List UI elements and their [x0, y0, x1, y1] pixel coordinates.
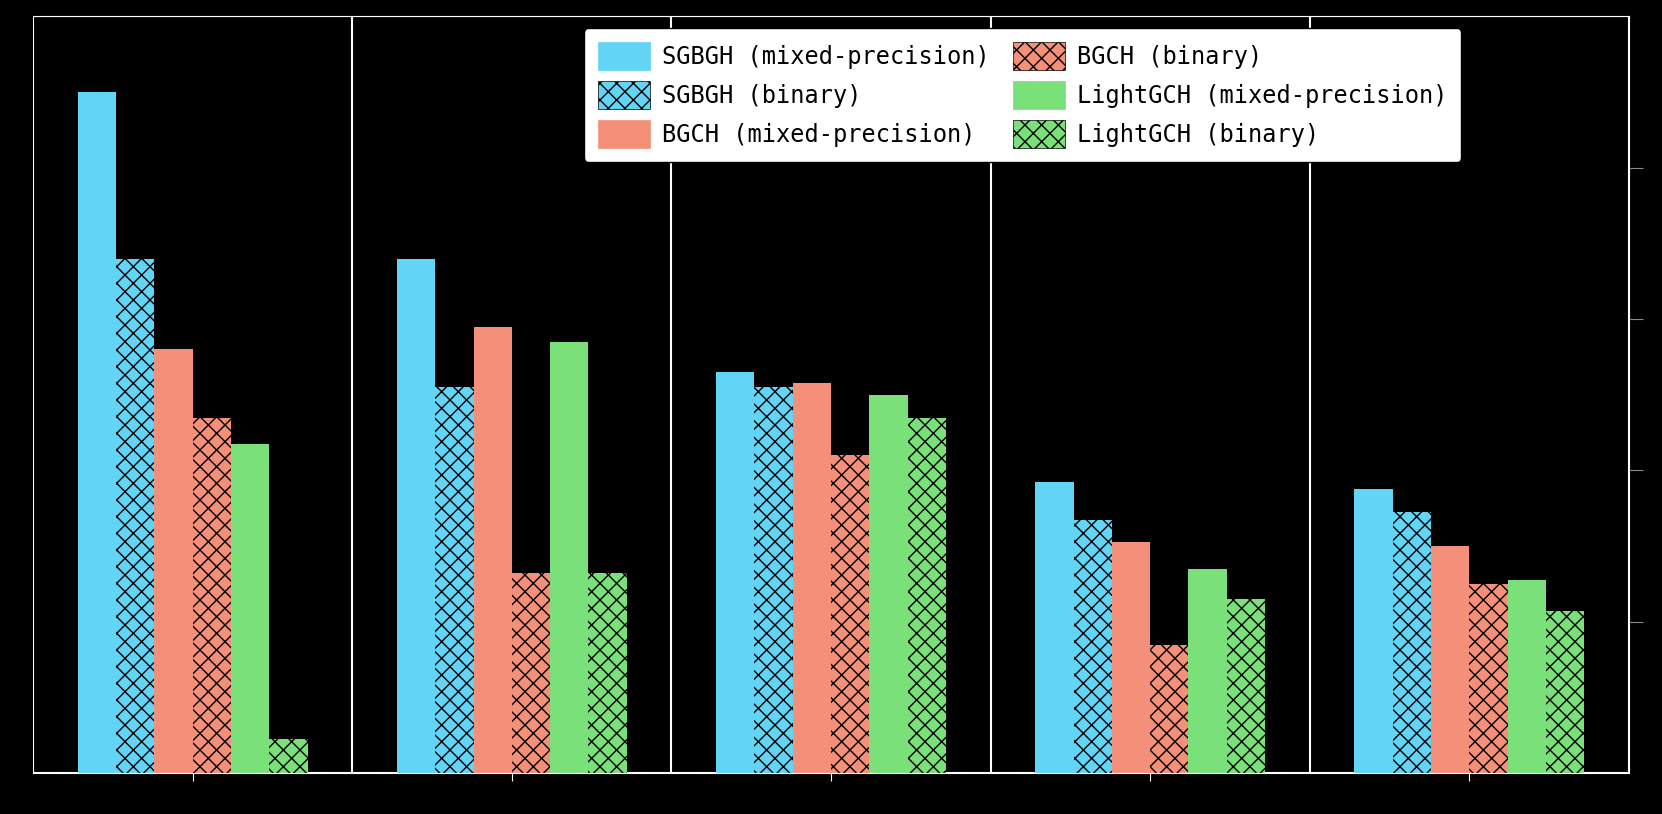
Bar	[193, 418, 231, 773]
Bar	[231, 444, 269, 773]
Bar	[550, 342, 588, 773]
Bar	[1074, 519, 1112, 773]
Bar	[1112, 542, 1150, 773]
Bar	[1227, 599, 1265, 773]
Bar	[1431, 546, 1469, 773]
Bar	[155, 349, 193, 773]
Bar	[269, 739, 307, 773]
Bar	[1188, 569, 1227, 773]
Legend: SGBGH (mixed-precision), SGBGH (binary), BGCH (mixed-precision), BGCH (binary), : SGBGH (mixed-precision), SGBGH (binary),…	[583, 28, 1461, 162]
Bar	[1035, 482, 1074, 773]
Bar	[116, 259, 155, 773]
Bar	[1393, 512, 1431, 773]
Bar	[1355, 489, 1393, 773]
Bar	[1507, 580, 1546, 773]
Bar	[1150, 645, 1188, 773]
Bar	[435, 387, 474, 773]
Bar	[588, 573, 627, 773]
Bar	[474, 326, 512, 773]
Bar	[1546, 610, 1584, 773]
Bar	[755, 387, 793, 773]
Bar	[512, 573, 550, 773]
Bar	[1469, 584, 1507, 773]
Bar	[716, 372, 755, 773]
Bar	[793, 383, 831, 773]
Bar	[831, 455, 869, 773]
Bar	[78, 92, 116, 773]
Bar	[907, 418, 946, 773]
Bar	[397, 259, 435, 773]
Bar	[869, 395, 907, 773]
